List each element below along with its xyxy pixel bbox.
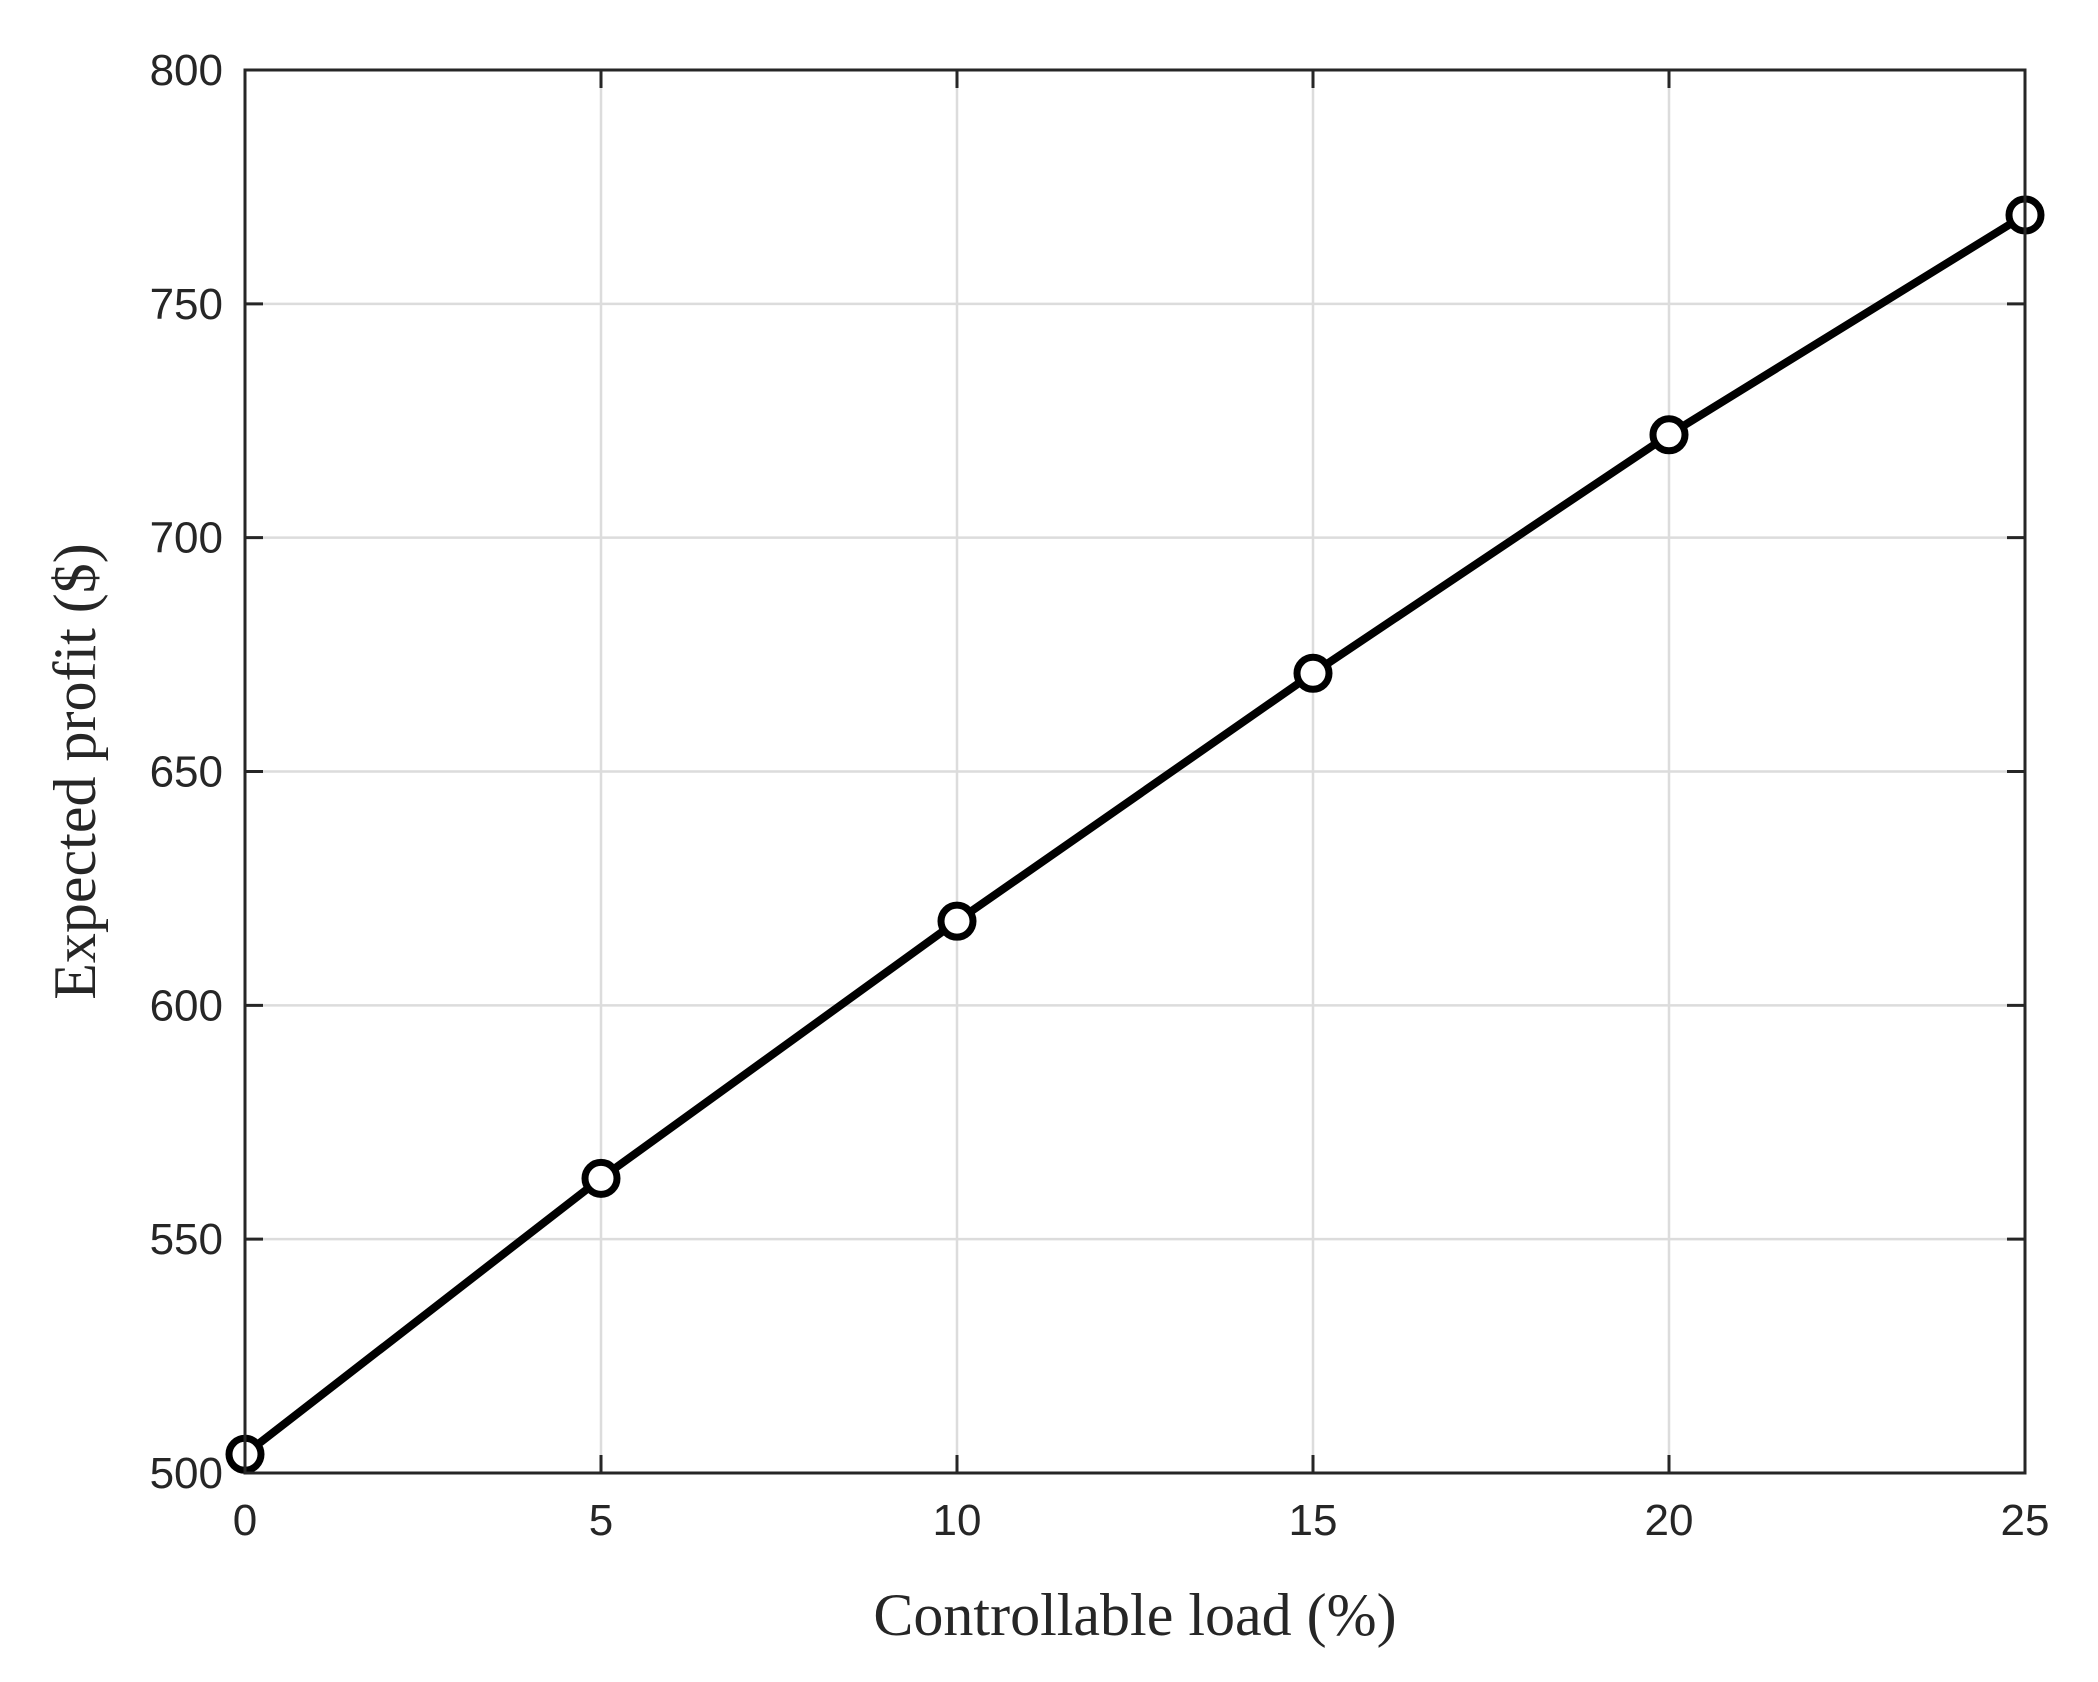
data-point-marker (937, 901, 977, 941)
data-point-marker (581, 1158, 621, 1198)
y-tick-labels: 500 550 600 650 700 750 800 (150, 46, 223, 1498)
y-tick-label: 650 (150, 748, 223, 797)
plot-area-border (243, 68, 2027, 1475)
y-tick-label: 750 (150, 280, 223, 329)
x-tick-label: 25 (2001, 1496, 2050, 1545)
x-tick-label: 15 (1289, 1496, 1338, 1545)
y-tick-label: 550 (150, 1215, 223, 1264)
x-tick-label: 0 (233, 1496, 257, 1545)
series-line (242, 211, 2028, 1458)
data-series (225, 195, 2045, 1474)
x-tick-label: 5 (589, 1496, 613, 1545)
x-tick-label: 20 (1645, 1496, 1694, 1545)
data-point-marker (1293, 653, 1333, 693)
data-point-marker (1649, 415, 1689, 455)
y-tick-label: 600 (150, 981, 223, 1030)
grid-lines (245, 70, 2025, 1473)
x-tick-label: 10 (933, 1496, 982, 1545)
y-tick-label: 800 (150, 46, 223, 95)
y-axis-title: Expected profit ($) (42, 543, 108, 999)
y-tick-label: 700 (150, 514, 223, 563)
x-axis-title: Controllable load (%) (873, 1582, 1396, 1648)
y-tick-label: 500 (150, 1449, 223, 1498)
x-tick-labels: 0 5 10 15 20 25 (233, 1496, 2050, 1545)
